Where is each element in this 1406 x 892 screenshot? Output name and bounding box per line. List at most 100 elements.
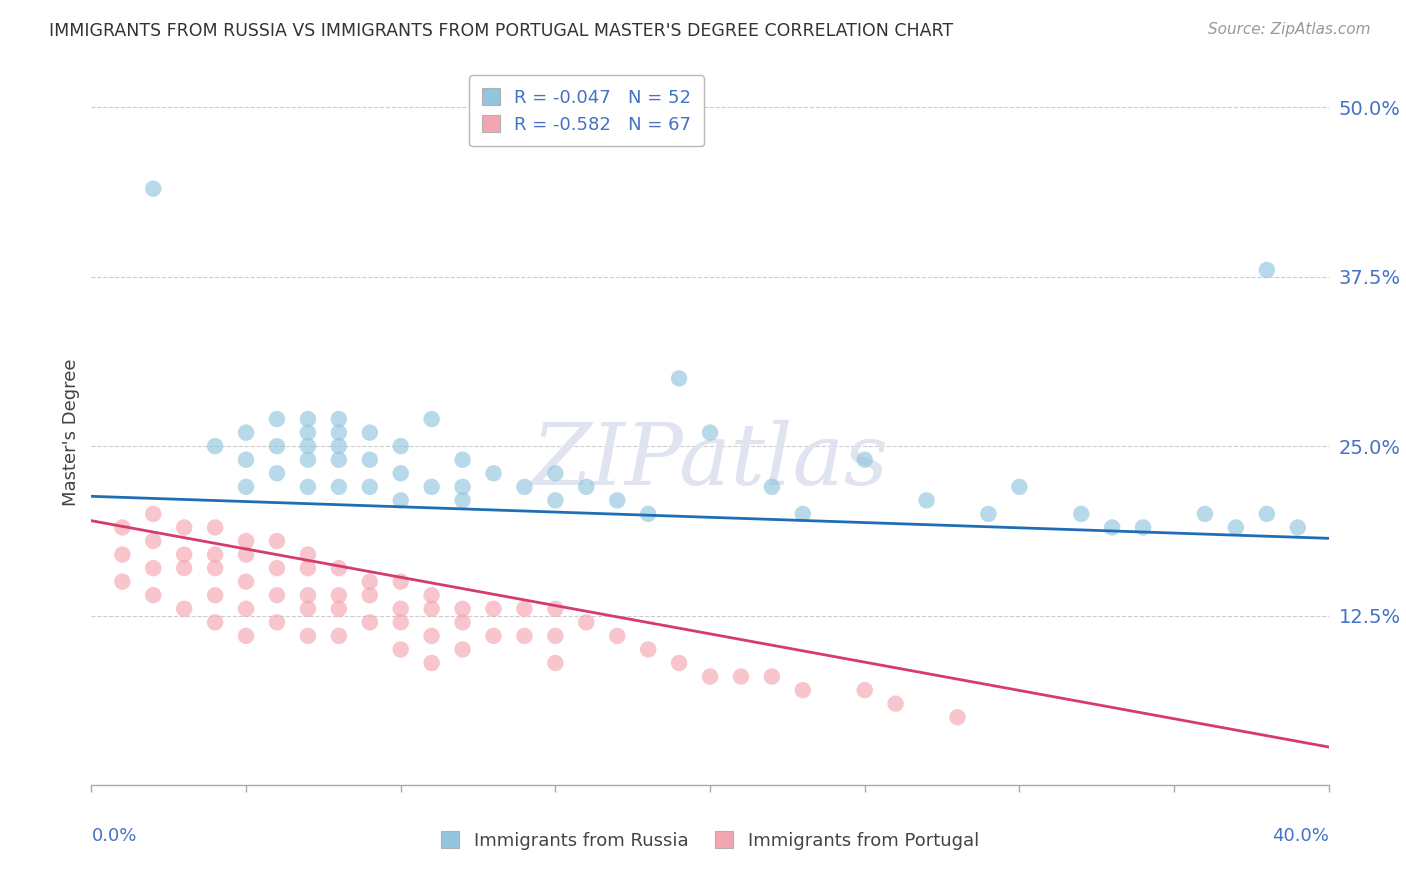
Point bbox=[297, 601, 319, 615]
Point bbox=[946, 710, 969, 724]
Text: 40.0%: 40.0% bbox=[1272, 827, 1329, 846]
Point bbox=[1256, 507, 1278, 521]
Point bbox=[420, 480, 443, 494]
Point bbox=[668, 371, 690, 385]
Point bbox=[359, 425, 381, 440]
Point bbox=[1286, 520, 1309, 534]
Legend: Immigrants from Russia, Immigrants from Portugal: Immigrants from Russia, Immigrants from … bbox=[434, 823, 986, 857]
Point bbox=[389, 493, 412, 508]
Point bbox=[1225, 520, 1247, 534]
Point bbox=[204, 561, 226, 575]
Point bbox=[142, 534, 165, 549]
Point bbox=[915, 493, 938, 508]
Point bbox=[389, 439, 412, 453]
Point bbox=[1070, 507, 1092, 521]
Point bbox=[359, 452, 381, 467]
Point bbox=[266, 588, 288, 602]
Point bbox=[235, 425, 257, 440]
Point bbox=[142, 561, 165, 575]
Point bbox=[482, 629, 505, 643]
Point bbox=[266, 561, 288, 575]
Point bbox=[359, 615, 381, 630]
Point bbox=[204, 615, 226, 630]
Point bbox=[173, 520, 195, 534]
Point bbox=[884, 697, 907, 711]
Point bbox=[853, 452, 876, 467]
Point bbox=[513, 480, 536, 494]
Point bbox=[359, 480, 381, 494]
Point bbox=[297, 412, 319, 426]
Point bbox=[977, 507, 1000, 521]
Point bbox=[328, 629, 350, 643]
Point bbox=[544, 467, 567, 481]
Point bbox=[328, 425, 350, 440]
Point bbox=[451, 480, 474, 494]
Point bbox=[297, 561, 319, 575]
Point bbox=[142, 182, 165, 196]
Point bbox=[297, 439, 319, 453]
Point bbox=[111, 548, 134, 562]
Point bbox=[328, 439, 350, 453]
Point bbox=[389, 574, 412, 589]
Point bbox=[111, 520, 134, 534]
Point bbox=[544, 629, 567, 643]
Point bbox=[235, 574, 257, 589]
Point bbox=[761, 669, 783, 683]
Point bbox=[575, 480, 598, 494]
Point bbox=[173, 548, 195, 562]
Point bbox=[420, 412, 443, 426]
Point bbox=[204, 439, 226, 453]
Point bbox=[204, 520, 226, 534]
Point bbox=[792, 507, 814, 521]
Point bbox=[204, 548, 226, 562]
Point bbox=[266, 467, 288, 481]
Point bbox=[544, 601, 567, 615]
Point bbox=[297, 588, 319, 602]
Point bbox=[328, 561, 350, 575]
Point bbox=[792, 683, 814, 698]
Point bbox=[730, 669, 752, 683]
Point bbox=[204, 588, 226, 602]
Point bbox=[420, 629, 443, 643]
Point bbox=[1194, 507, 1216, 521]
Point bbox=[606, 493, 628, 508]
Point bbox=[142, 507, 165, 521]
Point bbox=[1256, 263, 1278, 277]
Point bbox=[389, 615, 412, 630]
Point bbox=[761, 480, 783, 494]
Point bbox=[389, 467, 412, 481]
Point bbox=[328, 480, 350, 494]
Point bbox=[575, 615, 598, 630]
Point bbox=[699, 425, 721, 440]
Point bbox=[235, 629, 257, 643]
Point bbox=[420, 601, 443, 615]
Point bbox=[482, 601, 505, 615]
Point bbox=[235, 601, 257, 615]
Text: ZIPatlas: ZIPatlas bbox=[531, 419, 889, 502]
Point bbox=[266, 534, 288, 549]
Point bbox=[235, 480, 257, 494]
Point bbox=[297, 548, 319, 562]
Point bbox=[359, 574, 381, 589]
Point bbox=[389, 601, 412, 615]
Point bbox=[173, 561, 195, 575]
Point bbox=[637, 507, 659, 521]
Point bbox=[359, 588, 381, 602]
Point bbox=[266, 615, 288, 630]
Point bbox=[266, 412, 288, 426]
Point bbox=[235, 452, 257, 467]
Point bbox=[328, 412, 350, 426]
Point bbox=[1008, 480, 1031, 494]
Point bbox=[389, 642, 412, 657]
Point bbox=[451, 452, 474, 467]
Point bbox=[1101, 520, 1123, 534]
Point bbox=[668, 656, 690, 670]
Point bbox=[699, 669, 721, 683]
Point bbox=[513, 629, 536, 643]
Point bbox=[142, 588, 165, 602]
Point bbox=[328, 588, 350, 602]
Point bbox=[111, 574, 134, 589]
Point bbox=[482, 467, 505, 481]
Point bbox=[451, 642, 474, 657]
Point bbox=[451, 493, 474, 508]
